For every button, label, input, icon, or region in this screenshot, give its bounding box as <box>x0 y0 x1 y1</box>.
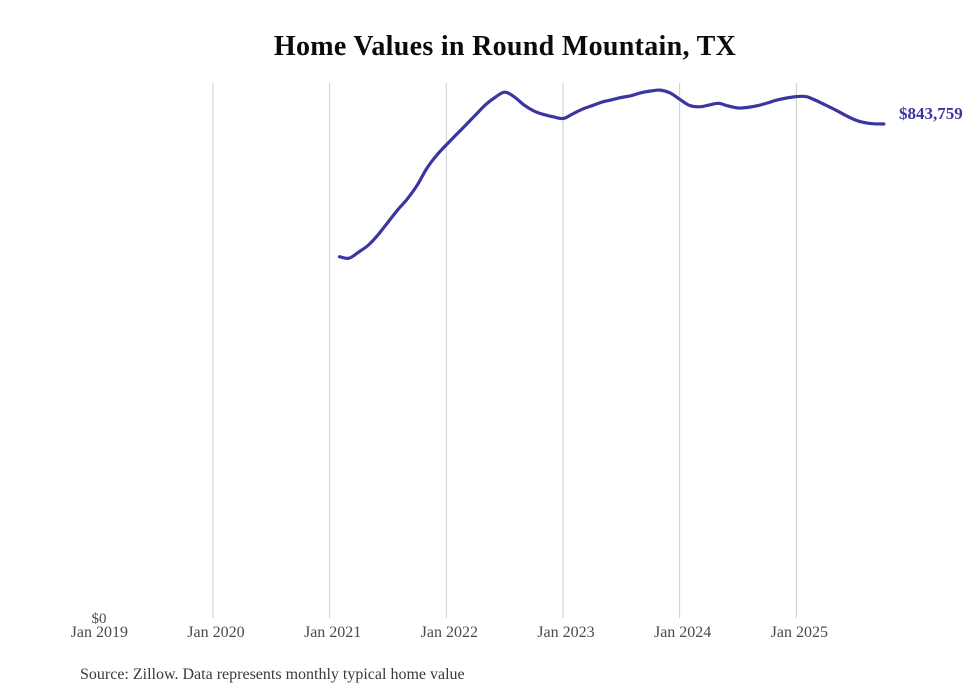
x-tick-label: Jan 2023 <box>537 624 595 641</box>
x-tick-label: Jan 2019 <box>70 624 128 641</box>
x-tick-label: Jan 2020 <box>187 624 245 641</box>
y-axis-zero-label: $0 <box>91 611 107 627</box>
x-tick-label: Jan 2025 <box>770 624 828 641</box>
x-tick-label: Jan 2021 <box>303 624 362 641</box>
source-note: Source: Zillow. Data represents monthly … <box>80 666 465 683</box>
latest-value-label: $843,759 <box>899 104 963 123</box>
x-tick-label: Jan 2024 <box>653 624 712 641</box>
chart-title: Home Values in Round Mountain, TX <box>273 31 737 62</box>
x-tick-label: Jan 2022 <box>420 624 478 641</box>
home-value-line <box>337 88 886 260</box>
